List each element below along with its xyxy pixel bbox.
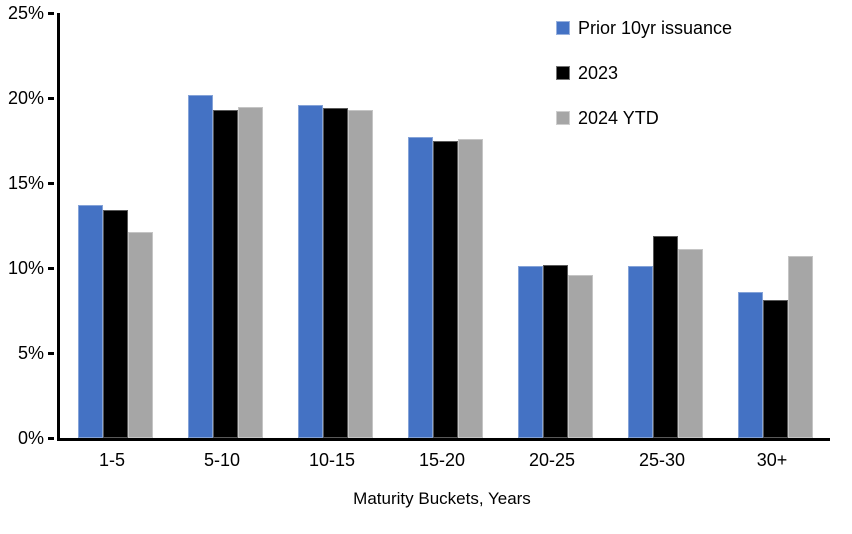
bar (567, 274, 593, 438)
legend-item: Prior 10yr issuance (556, 8, 732, 48)
y-tick-mark (48, 352, 54, 355)
bar (77, 205, 103, 438)
legend-label: 2024 YTD (578, 107, 659, 128)
bar (677, 249, 703, 438)
y-tick-mark (48, 267, 54, 270)
x-axis-labels: 1-5 5-10 10-15 15-20 20-25 25-30 30+ (57, 450, 827, 471)
legend: Prior 10yr issuance 2023 2024 YTD (556, 8, 732, 143)
bar (627, 266, 653, 438)
legend-swatch-icon (556, 21, 570, 35)
bar (787, 256, 813, 438)
x-axis-title: Maturity Buckets, Years (353, 489, 531, 508)
y-tick-label: 15% (7, 173, 44, 193)
bar (457, 138, 483, 438)
legend-item: 2023 (556, 53, 732, 93)
legend-swatch-icon (556, 66, 570, 80)
y-tick-mark (48, 12, 54, 15)
x-tick-label: 1-5 (98, 450, 125, 470)
x-tick-label: 5-10 (203, 450, 241, 470)
y-tick-label: 25% (7, 3, 44, 23)
legend-label: 2023 (578, 62, 619, 83)
bar (102, 210, 128, 438)
y-tick-label: 5% (17, 343, 44, 363)
bar (322, 108, 348, 438)
y-tick-label: 20% (7, 88, 44, 108)
legend-item: 2024 YTD (556, 98, 732, 138)
x-tick-label: 20-25 (528, 450, 576, 470)
y-tick-mark (48, 97, 54, 100)
y-tick-mark (48, 437, 54, 440)
x-tick-label: 25-30 (638, 450, 686, 470)
bar (652, 235, 678, 438)
plot-area (57, 13, 830, 441)
y-tick-label: 10% (7, 258, 44, 278)
legend-swatch-icon (556, 111, 570, 125)
y-tick-label: 0% (17, 428, 44, 448)
bar (737, 291, 763, 438)
bar (542, 264, 568, 438)
bar (407, 137, 433, 438)
bar (432, 140, 458, 438)
bar (517, 266, 543, 438)
bar (127, 232, 153, 438)
bar (347, 109, 373, 438)
bar (212, 109, 238, 438)
x-tick-label: 30+ (756, 450, 788, 470)
x-tick-label: 10-15 (308, 450, 356, 470)
bar (762, 300, 788, 438)
legend-label: Prior 10yr issuance (578, 17, 733, 38)
bar (187, 94, 213, 438)
y-tick-mark (48, 182, 54, 185)
bar (297, 104, 323, 438)
x-tick-label: 15-20 (418, 450, 466, 470)
bar (237, 106, 263, 438)
